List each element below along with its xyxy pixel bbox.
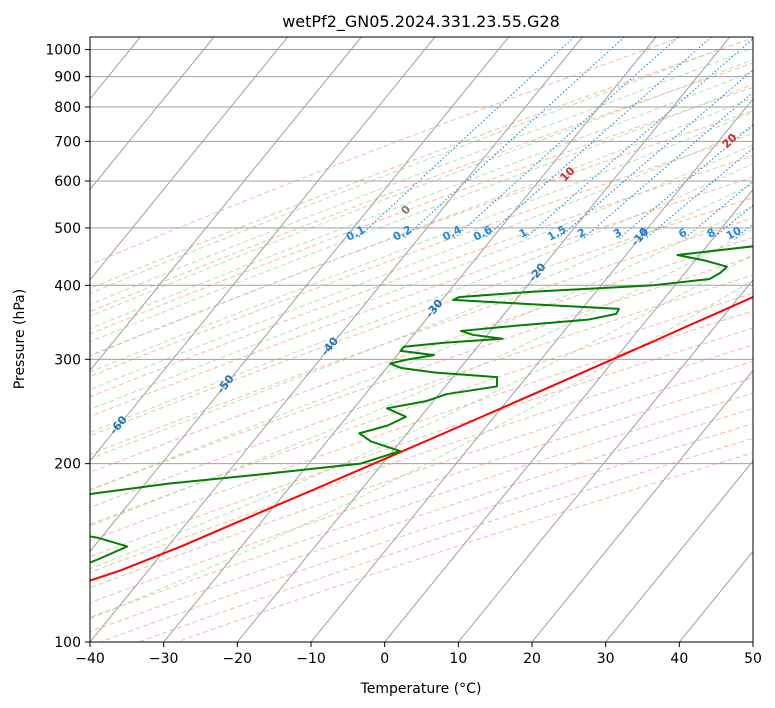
y-tick-label: 500: [54, 221, 81, 237]
x-tick-label: 50: [744, 651, 762, 667]
x-tick-label: −30: [149, 651, 179, 667]
x-tick-label: −10: [296, 651, 326, 667]
x-tick-label: −20: [223, 651, 253, 667]
isotherms: [90, 37, 753, 642]
mixing-ratio-line: [356, 37, 575, 239]
plot-frame: [89, 36, 754, 643]
dry-adiabat-line: [100, 423, 753, 642]
moist-adiabat-line: [90, 111, 753, 373]
y-tick-label: 600: [54, 174, 81, 190]
y-tick-label: 1000: [45, 43, 81, 59]
x-tick-label: −40: [75, 651, 105, 667]
y-tick-label: 400: [54, 278, 81, 294]
dry-adiabat-line: [90, 256, 753, 491]
isotherm-line: [90, 37, 362, 372]
y-tick-label: 700: [54, 134, 81, 150]
dry-adiabat-line: [90, 37, 682, 266]
mixing-ratio-label: 10: [724, 224, 744, 243]
y-tick-label: 200: [54, 457, 81, 473]
pressure-gridlines: [90, 49, 753, 642]
dry-adiabat-line: [138, 437, 753, 642]
mixing-ratio-line: [484, 37, 712, 239]
moist-adiabats: [90, 49, 753, 620]
isotherm-line: [90, 37, 583, 642]
x-tick-label: 0: [380, 651, 389, 667]
dry-adiabat-line: [90, 407, 753, 633]
dewpoint-trace: [90, 245, 753, 564]
isotherm-line: [90, 37, 436, 462]
dry-adiabat-line: [176, 452, 753, 642]
moist-adiabat-line: [90, 253, 753, 570]
sounding-series: [90, 245, 753, 582]
y-axis-ticks: 100 200 300 400 500 600 700 800 900 1000: [45, 43, 90, 651]
dry-adiabat-line: [90, 37, 753, 290]
x-tick-label: 30: [597, 651, 615, 667]
dry-adiabat-line: [90, 86, 753, 335]
dry-adiabat-line: [90, 310, 753, 542]
dry-adiabats: [90, 37, 753, 642]
dry-adiabat-line: [90, 133, 753, 378]
isotherm-line: [605, 460, 753, 642]
mixing-ratio-line: [618, 124, 753, 239]
isotherm-line: [90, 37, 510, 553]
y-tick-label: 900: [54, 70, 81, 86]
y-axis-label: Pressure (hPa): [12, 289, 28, 389]
y-tick-label: 300: [54, 352, 81, 368]
dry-adiabat-line: [90, 110, 753, 357]
isotherm-line: [457, 279, 753, 642]
moist-adiabat-line: [90, 58, 753, 317]
dry-adiabat-line: [90, 236, 753, 474]
moist-adiabat-line: [90, 127, 753, 391]
mixing-ratio-lines: [356, 37, 753, 239]
isotherm-line: [163, 37, 657, 642]
isotherm-line: [90, 37, 215, 191]
x-tick-label: 40: [670, 651, 688, 667]
x-tick-label: 10: [449, 651, 467, 667]
x-axis-label: Temperature (°C): [360, 681, 482, 697]
isotherm-line: [90, 37, 289, 281]
dry-adiabat-line: [90, 176, 753, 418]
moist-adiabat-line: [90, 163, 753, 433]
moist-adiabat-line: [90, 183, 753, 460]
chart-title: wetPf2_GN05.2024.331.23.55.G28: [282, 12, 560, 32]
isotherm-line: [310, 98, 753, 642]
mixing-ratio-label: 13: [751, 224, 771, 243]
dry-adiabat-line: [90, 62, 753, 313]
isotherm-line: [531, 369, 753, 642]
y-tick-label: 800: [54, 100, 81, 116]
mixing-ratio-line: [403, 37, 625, 239]
isotherm-line: [384, 188, 753, 642]
moist-adiabat-line: [90, 49, 750, 306]
moist-adiabat-line: [90, 70, 753, 330]
x-tick-label: 20: [523, 651, 541, 667]
x-axis-ticks: −40 −30 −20 −10 0 10 20 30 40 50: [75, 642, 762, 667]
dry-adiabat-line: [90, 392, 753, 618]
dry-adiabat-line: [90, 327, 753, 558]
moist-adiabat-line: [90, 144, 753, 411]
moist-adiabat-line: [90, 49, 720, 295]
temperature-trace: [90, 295, 753, 582]
y-tick-label: 100: [54, 635, 81, 651]
dry-adiabat-line: [90, 344, 753, 573]
moist-adiabat-line: [90, 279, 753, 620]
